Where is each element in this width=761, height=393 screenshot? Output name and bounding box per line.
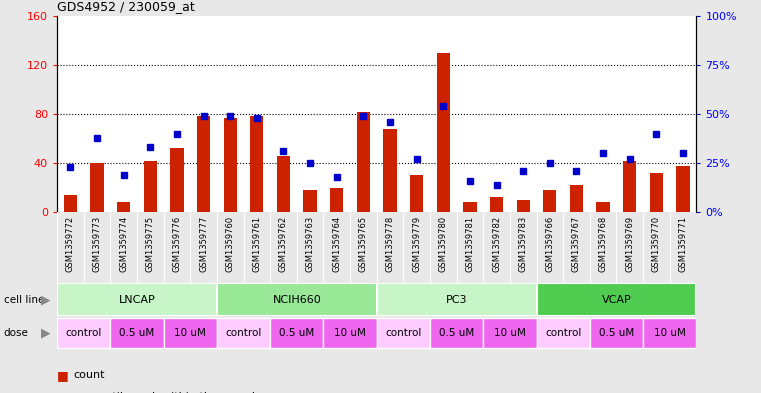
- Bar: [570, 185, 583, 212]
- Text: control: control: [225, 328, 262, 338]
- Text: GSM1359780: GSM1359780: [439, 216, 447, 272]
- Text: control: control: [545, 328, 581, 338]
- Text: control: control: [385, 328, 422, 338]
- Text: ▶: ▶: [41, 293, 50, 306]
- Bar: [197, 116, 210, 212]
- Text: GSM1359775: GSM1359775: [146, 216, 154, 272]
- Bar: [57, 283, 217, 316]
- Bar: [410, 175, 423, 212]
- Text: 10 uM: 10 uM: [494, 328, 526, 338]
- Bar: [430, 318, 483, 348]
- Bar: [323, 318, 377, 348]
- Bar: [650, 173, 663, 212]
- Text: GSM1359767: GSM1359767: [572, 216, 581, 272]
- Bar: [543, 190, 556, 212]
- Text: GSM1359763: GSM1359763: [306, 216, 314, 272]
- Text: ■: ■: [57, 369, 68, 382]
- Text: GSM1359782: GSM1359782: [492, 216, 501, 272]
- Bar: [330, 187, 343, 212]
- Text: GSM1359768: GSM1359768: [599, 216, 607, 272]
- Text: 10 uM: 10 uM: [334, 328, 366, 338]
- Bar: [483, 318, 537, 348]
- Bar: [597, 202, 610, 212]
- Text: GDS4952 / 230059_at: GDS4952 / 230059_at: [57, 0, 195, 13]
- Text: 0.5 uM: 0.5 uM: [599, 328, 634, 338]
- Text: 0.5 uM: 0.5 uM: [119, 328, 154, 338]
- Text: GSM1359764: GSM1359764: [333, 216, 341, 272]
- Bar: [357, 112, 370, 212]
- Bar: [377, 318, 430, 348]
- Bar: [270, 318, 323, 348]
- Text: GSM1359781: GSM1359781: [466, 216, 474, 272]
- Bar: [170, 148, 183, 212]
- Bar: [57, 318, 110, 348]
- Bar: [537, 318, 590, 348]
- Bar: [643, 318, 696, 348]
- Text: GSM1359777: GSM1359777: [199, 216, 208, 272]
- Bar: [91, 163, 103, 212]
- Text: ▶: ▶: [41, 327, 50, 340]
- Bar: [250, 116, 263, 212]
- Text: percentile rank within the sample: percentile rank within the sample: [74, 392, 262, 393]
- Text: ■: ■: [57, 390, 68, 393]
- Bar: [110, 318, 164, 348]
- Bar: [384, 129, 396, 212]
- Text: GSM1359770: GSM1359770: [652, 216, 661, 272]
- Text: GSM1359776: GSM1359776: [173, 216, 181, 272]
- Text: GSM1359761: GSM1359761: [253, 216, 261, 272]
- Bar: [537, 283, 696, 316]
- Text: GSM1359762: GSM1359762: [279, 216, 288, 272]
- Bar: [490, 197, 503, 212]
- Text: LNCAP: LNCAP: [119, 295, 155, 305]
- Text: GSM1359769: GSM1359769: [626, 216, 634, 272]
- Text: count: count: [74, 370, 105, 380]
- Bar: [224, 118, 237, 212]
- Text: 10 uM: 10 uM: [654, 328, 686, 338]
- Bar: [217, 283, 377, 316]
- Text: NCIH660: NCIH660: [272, 295, 321, 305]
- Bar: [117, 202, 130, 212]
- Bar: [590, 318, 643, 348]
- Text: GSM1359771: GSM1359771: [679, 216, 687, 272]
- Bar: [437, 53, 450, 212]
- Bar: [623, 161, 636, 212]
- Text: control: control: [65, 328, 102, 338]
- Text: cell line: cell line: [4, 295, 44, 305]
- Bar: [217, 318, 270, 348]
- Text: GSM1359766: GSM1359766: [546, 216, 554, 272]
- Text: GSM1359779: GSM1359779: [412, 216, 421, 272]
- Bar: [64, 195, 77, 212]
- Bar: [463, 202, 476, 212]
- Bar: [144, 161, 157, 212]
- Text: 10 uM: 10 uM: [174, 328, 206, 338]
- Bar: [517, 200, 530, 212]
- Text: GSM1359772: GSM1359772: [66, 216, 75, 272]
- Text: 0.5 uM: 0.5 uM: [439, 328, 474, 338]
- Bar: [164, 318, 217, 348]
- Text: GSM1359774: GSM1359774: [119, 216, 128, 272]
- Text: GSM1359773: GSM1359773: [93, 216, 101, 272]
- Text: GSM1359778: GSM1359778: [386, 216, 394, 272]
- Bar: [304, 190, 317, 212]
- Text: GSM1359765: GSM1359765: [359, 216, 368, 272]
- Text: PC3: PC3: [446, 295, 467, 305]
- Text: dose: dose: [4, 328, 29, 338]
- Text: VCAP: VCAP: [601, 295, 632, 305]
- Text: GSM1359760: GSM1359760: [226, 216, 234, 272]
- Text: GSM1359783: GSM1359783: [519, 216, 527, 272]
- Text: 0.5 uM: 0.5 uM: [279, 328, 314, 338]
- Bar: [677, 165, 689, 212]
- Bar: [277, 156, 290, 212]
- Bar: [377, 283, 537, 316]
